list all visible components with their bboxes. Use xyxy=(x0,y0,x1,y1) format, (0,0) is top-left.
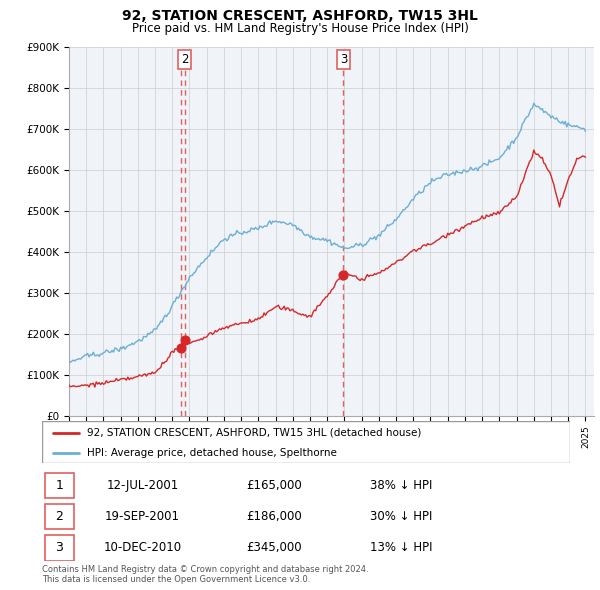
Text: HPI: Average price, detached house, Spelthorne: HPI: Average price, detached house, Spel… xyxy=(87,448,337,458)
Point xyxy=(180,335,190,345)
Text: 13% ↓ HPI: 13% ↓ HPI xyxy=(370,541,432,554)
Text: 1: 1 xyxy=(55,479,63,492)
Text: 12-JUL-2001: 12-JUL-2001 xyxy=(106,479,178,492)
Text: Contains HM Land Registry data © Crown copyright and database right 2024.: Contains HM Land Registry data © Crown c… xyxy=(42,565,368,573)
Text: This data is licensed under the Open Government Licence v3.0.: This data is licensed under the Open Gov… xyxy=(42,575,310,584)
Text: 92, STATION CRESCENT, ASHFORD, TW15 3HL: 92, STATION CRESCENT, ASHFORD, TW15 3HL xyxy=(122,9,478,23)
Text: 2: 2 xyxy=(181,53,188,65)
Text: 2: 2 xyxy=(55,510,63,523)
Text: Price paid vs. HM Land Registry's House Price Index (HPI): Price paid vs. HM Land Registry's House … xyxy=(131,22,469,35)
Text: 30% ↓ HPI: 30% ↓ HPI xyxy=(370,510,432,523)
Text: 3: 3 xyxy=(55,541,63,554)
Text: 10-DEC-2010: 10-DEC-2010 xyxy=(103,541,181,554)
Point xyxy=(176,343,186,353)
Text: £165,000: £165,000 xyxy=(247,479,302,492)
Bar xyxy=(44,504,74,529)
Bar xyxy=(44,473,74,499)
Text: 3: 3 xyxy=(340,53,347,65)
Text: £345,000: £345,000 xyxy=(247,541,302,554)
Bar xyxy=(44,535,74,560)
Point xyxy=(338,270,348,279)
Text: 19-SEP-2001: 19-SEP-2001 xyxy=(105,510,180,523)
Text: £186,000: £186,000 xyxy=(247,510,302,523)
Text: 38% ↓ HPI: 38% ↓ HPI xyxy=(370,479,432,492)
Text: 92, STATION CRESCENT, ASHFORD, TW15 3HL (detached house): 92, STATION CRESCENT, ASHFORD, TW15 3HL … xyxy=(87,428,421,438)
